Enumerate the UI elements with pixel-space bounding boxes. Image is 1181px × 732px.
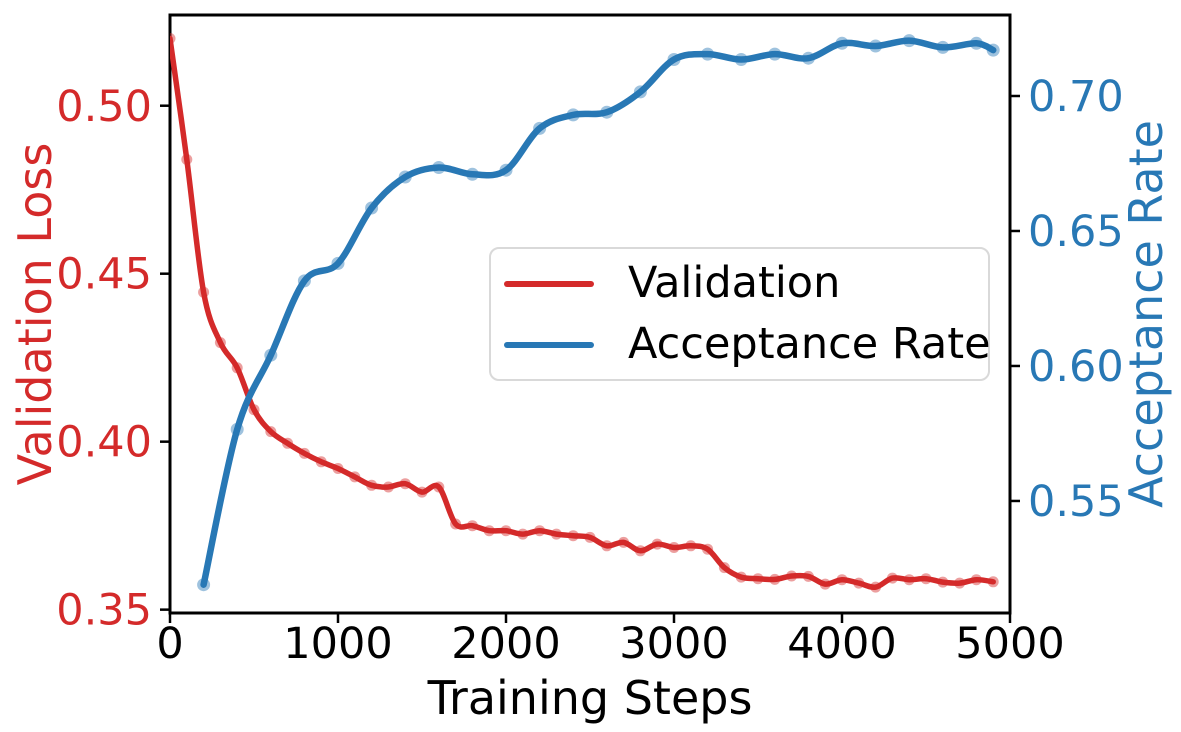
x-tick-label-5000: 5000: [955, 619, 1064, 669]
legend-label-acceptance-rate: Acceptance Rate: [628, 319, 991, 369]
validation-line: [170, 35, 996, 590]
right-tick-label-0.65: 0.65: [1028, 207, 1124, 257]
validation-series: [170, 33, 999, 593]
left-tick-label-0.40: 0.40: [56, 418, 152, 468]
right-y-axis-label: Acceptance Rate: [1119, 120, 1173, 508]
acceptance-rate-markers: [197, 34, 1000, 592]
x-tick-label-2000: 2000: [451, 619, 560, 669]
legend-item-validation: Validation: [504, 262, 988, 305]
left-y-axis-label: Validation Loss: [8, 142, 62, 486]
right-tick-label-0.55: 0.55: [1028, 477, 1124, 527]
acceptance-rate-series: [197, 34, 1000, 592]
right-tick-label-0.70: 0.70: [1028, 72, 1124, 122]
legend: Validation Acceptance Rate: [489, 247, 991, 381]
plot-spines: [168, 13, 1012, 615]
x-tick-label-4000: 4000: [787, 619, 896, 669]
legend-item-acceptance-rate: Acceptance Rate: [504, 319, 991, 369]
x-axis-label: Training Steps: [427, 671, 753, 725]
left-tick-label-0.35: 0.35: [56, 586, 152, 636]
acceptance-rate-line-swatch: [504, 341, 594, 348]
x-tick-label-0: 0: [156, 619, 183, 669]
legend-label-validation: Validation: [628, 258, 841, 308]
validation-line-swatch: [504, 280, 594, 287]
left-tick-label-0.45: 0.45: [56, 250, 152, 300]
x-tick-label-1000: 1000: [283, 619, 392, 669]
right-tick-label-0.60: 0.60: [1028, 342, 1124, 392]
x-tick-label-3000: 3000: [619, 619, 728, 669]
acceptance-rate-line: [200, 37, 997, 588]
validation-markers: [170, 33, 999, 593]
left-tick-label-0.50: 0.50: [56, 82, 152, 132]
